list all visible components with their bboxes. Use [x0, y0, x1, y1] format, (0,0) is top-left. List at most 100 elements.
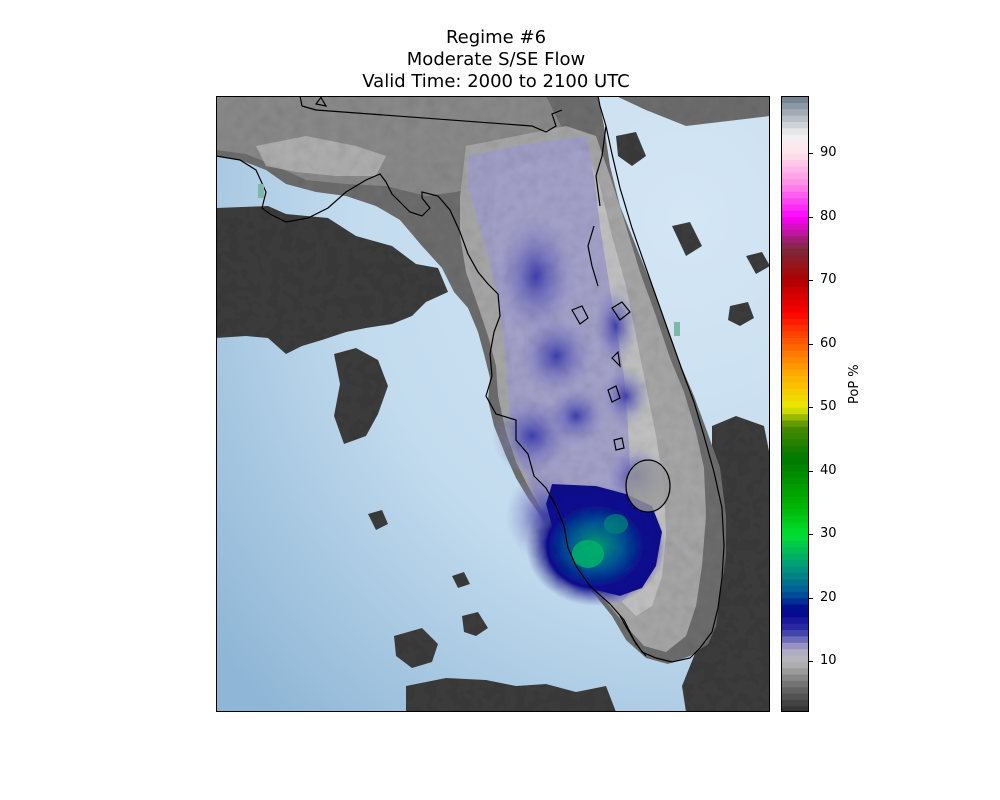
colorbar-step [781, 248, 809, 256]
colorbar-step [781, 413, 809, 421]
colorbar-step [781, 578, 809, 586]
colorbar-step [781, 705, 809, 712]
colorbar-step [781, 216, 809, 224]
plot-title-line-2: Moderate S/SE Flow [406, 49, 586, 70]
colorbar-tick-label: 60 [820, 335, 837, 351]
colorbar-step [781, 362, 809, 370]
colorbar-tick-mark [809, 280, 813, 282]
colorbar-step [781, 115, 809, 123]
colorbar-step [781, 388, 809, 396]
colorbar-step [781, 623, 809, 631]
colorbar-step [781, 489, 809, 497]
colorbar-step [781, 394, 809, 402]
colorbar-step [781, 508, 809, 516]
pop-colorbar [781, 96, 809, 712]
colorbar-step [781, 146, 809, 154]
colorbar-tick-mark [809, 534, 813, 536]
colorbar-step [781, 661, 809, 669]
colorbar-step [781, 159, 809, 167]
colorbar-step [781, 546, 809, 554]
colorbar-step [781, 635, 809, 643]
colorbar-step [781, 311, 809, 319]
colorbar-step [781, 134, 809, 142]
colorbar-step [781, 464, 809, 472]
colorbar-step [781, 648, 809, 656]
colorbar-step [781, 356, 809, 364]
lake-okeechobee [626, 460, 670, 512]
colorbar-step [781, 299, 809, 307]
colorbar-step [781, 210, 809, 218]
colorbar-step [781, 591, 809, 599]
colorbar-step [781, 324, 809, 332]
colorbar-step [781, 191, 809, 199]
colorbar-step [781, 172, 809, 180]
colorbar-step [781, 242, 809, 250]
coastal-mark-west [258, 184, 264, 198]
colorbar-step [781, 153, 809, 161]
colorbar-tick-label: 30 [820, 526, 837, 542]
colorbar-tick-label: 90 [820, 145, 837, 161]
colorbar-step [781, 343, 809, 351]
colorbar-step [781, 445, 809, 453]
colorbar-step [781, 178, 809, 186]
colorbar-tick-mark [809, 407, 813, 409]
colorbar-step [781, 229, 809, 237]
colorbar-tick-label: 10 [820, 653, 837, 669]
colorbar-step [781, 254, 809, 262]
colorbar-tick-label: 50 [820, 399, 837, 415]
colorbar-step [781, 369, 809, 377]
colorbar-step [781, 197, 809, 205]
colorbar-step [781, 273, 809, 281]
colorbar-tick-mark [809, 470, 813, 472]
colorbar-step [781, 629, 809, 637]
colorbar-border [781, 96, 809, 712]
colorbar-step [781, 184, 809, 192]
colorbar-step [781, 457, 809, 465]
colorbar-step [781, 496, 809, 504]
colorbar-tick-label: 70 [820, 272, 837, 288]
colorbar-label: PoP % [847, 364, 862, 404]
colorbar-step [781, 438, 809, 446]
colorbar-step [781, 140, 809, 148]
colorbar-step [781, 96, 809, 103]
colorbar-step [781, 483, 809, 491]
colorbar-step [781, 527, 809, 535]
colorbar-step [781, 686, 809, 694]
colorbar-step [781, 127, 809, 135]
colorbar-step [781, 610, 809, 618]
colorbar-tick-mark [809, 661, 813, 663]
colorbar-step [781, 572, 809, 580]
florida-pop-map [216, 96, 770, 712]
colorbar-step [781, 565, 809, 573]
colorbar-tick-mark [809, 153, 813, 155]
colorbar-step [781, 330, 809, 338]
colorbar-step [781, 521, 809, 529]
colorbar-step [781, 121, 809, 129]
colorbar-step [781, 584, 809, 592]
colorbar-step [781, 426, 809, 434]
colorbar-step [781, 451, 809, 459]
colorbar-step [781, 292, 809, 300]
colorbar-step [781, 667, 809, 675]
colorbar-step [781, 559, 809, 567]
colorbar-step [781, 597, 809, 605]
plot-title-line-1: Regime #6 [445, 27, 547, 48]
colorbar-step [781, 305, 809, 313]
colorbar-step [781, 502, 809, 510]
colorbar-step [781, 381, 809, 389]
colorbar-step [781, 604, 809, 611]
colorbar-step [781, 692, 809, 700]
colorbar-tick-label: 20 [820, 589, 837, 605]
colorbar-step [781, 432, 809, 440]
colorbar-step [781, 286, 809, 294]
colorbar-step [781, 534, 809, 542]
coastal-mark-east [674, 322, 680, 336]
colorbar-step [781, 470, 809, 478]
colorbar-tick-label: 40 [820, 462, 837, 478]
colorbar-step [781, 540, 809, 548]
colorbar-step [781, 680, 809, 688]
plot-title-line-3: Valid Time: 2000 to 2100 UTC [362, 71, 630, 92]
colorbar-tick-mark [809, 343, 813, 345]
colorbar-tick-mark [809, 597, 813, 599]
colorbar-step [781, 223, 809, 230]
